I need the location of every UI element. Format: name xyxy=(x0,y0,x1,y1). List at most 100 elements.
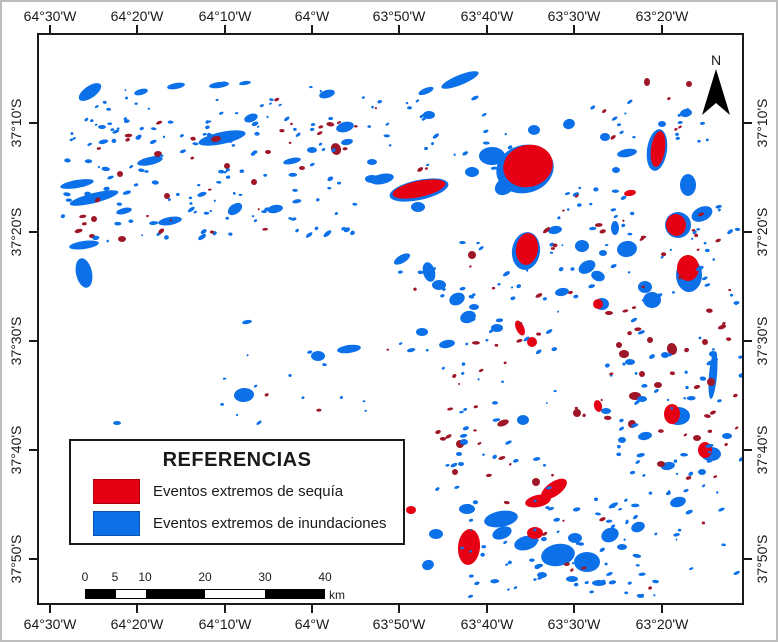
drought-speckle xyxy=(627,331,632,336)
flood-speckle xyxy=(63,192,71,197)
flood-speckle xyxy=(573,294,579,299)
drought-speckle xyxy=(124,133,133,138)
drought-speckle xyxy=(599,229,606,234)
flood-speckle xyxy=(175,192,180,197)
axis-label-top: 63°30'W xyxy=(547,8,601,24)
flood-speckle xyxy=(463,509,467,512)
flood-speckle xyxy=(97,166,101,169)
axis-label-right: 37°10'S xyxy=(754,98,770,148)
flood-speckle xyxy=(533,499,537,503)
scale-bar-segment xyxy=(115,590,146,598)
flood-speckle xyxy=(738,373,742,378)
flood-speckle xyxy=(218,169,225,174)
drought-speckle xyxy=(631,306,637,309)
flood-speckle xyxy=(631,503,640,508)
flood-speckle xyxy=(601,579,606,584)
scale-bar-number: 30 xyxy=(258,570,272,584)
flood-speckle xyxy=(513,586,518,590)
flood-speckle xyxy=(483,129,489,134)
drought-speckle xyxy=(498,456,506,460)
flood-speckle xyxy=(84,191,91,196)
flood-event-polygon xyxy=(98,125,106,129)
flood-speckle xyxy=(256,420,262,425)
flood-speckle xyxy=(490,166,498,170)
drought-speckle xyxy=(452,373,457,378)
flood-speckle xyxy=(407,348,416,353)
flood-speckle xyxy=(553,517,560,522)
flood-speckle xyxy=(627,232,633,236)
drought-event-polygon xyxy=(211,135,221,143)
flood-speckle xyxy=(106,239,109,243)
flood-speckle xyxy=(654,293,663,299)
drought-speckle xyxy=(326,122,335,127)
flood-speckle xyxy=(203,211,210,215)
axis-tick-top xyxy=(49,25,51,33)
flood-event-polygon xyxy=(319,89,335,99)
drought-speckle xyxy=(648,586,652,590)
axis-label-top: 64°20'W xyxy=(110,8,164,24)
flood-speckle xyxy=(440,294,445,298)
flood-speckle xyxy=(254,131,260,136)
drought-speckle xyxy=(691,229,696,232)
flood-speckle xyxy=(383,134,390,138)
axis-label-right: 37°40'S xyxy=(754,425,770,475)
flood-speckle xyxy=(699,121,706,125)
flood-speckle xyxy=(636,593,645,598)
flood-speckle xyxy=(215,98,219,102)
flood-event-polygon xyxy=(492,526,512,540)
drought-event-polygon xyxy=(665,214,687,236)
flood-speckle xyxy=(593,497,598,502)
flood-speckle xyxy=(677,528,682,532)
drought-speckle xyxy=(156,120,163,125)
flood-speckle xyxy=(542,297,547,301)
flood-speckle xyxy=(548,507,555,511)
flood-event-polygon xyxy=(439,339,455,349)
flood-speckle xyxy=(159,154,164,157)
drought-speckle xyxy=(701,521,706,525)
flood-speckle xyxy=(167,198,171,202)
flood-speckle xyxy=(71,182,77,186)
flood-speckle xyxy=(589,202,593,206)
drought-event-polygon xyxy=(647,337,653,343)
flood-event-polygon xyxy=(600,133,610,141)
flood-speckle xyxy=(453,153,456,156)
axis-label-top: 63°40'W xyxy=(460,8,514,24)
flood-speckle xyxy=(116,202,123,206)
drought-event-polygon xyxy=(457,529,481,565)
flood-speckle xyxy=(192,142,199,146)
drought-event-polygon xyxy=(503,144,553,188)
flood-speckle xyxy=(611,189,620,193)
axis-label-top: 63°20'W xyxy=(635,8,689,24)
flood-event-polygon xyxy=(517,415,529,425)
flood-speckle xyxy=(227,138,233,143)
drought-speckle xyxy=(81,222,87,226)
axis-tick-right xyxy=(744,449,752,451)
flood-speckle xyxy=(534,565,541,570)
flood-speckle xyxy=(594,512,601,516)
flood-speckle xyxy=(644,289,648,293)
flood-speckle xyxy=(652,579,659,584)
flood-speckle xyxy=(637,330,645,335)
flood-event-polygon xyxy=(167,82,185,90)
flood-event-polygon xyxy=(566,576,578,582)
flood-speckle xyxy=(619,418,624,423)
axis-label-bottom: 63°40'W xyxy=(460,616,514,632)
flood-speckle xyxy=(295,132,301,137)
axis-label-bottom: 63°20'W xyxy=(635,616,689,632)
flood-speckle xyxy=(343,227,351,233)
drought-speckle xyxy=(264,393,269,397)
drought-speckle xyxy=(669,371,675,376)
flood-speckle xyxy=(101,166,110,172)
flood-speckle xyxy=(328,117,334,121)
drought-speckle xyxy=(599,517,606,522)
drought-speckle xyxy=(581,566,587,570)
axis-label-left: 37°30'S xyxy=(8,316,24,366)
drought-speckle xyxy=(316,408,322,412)
drought-event-polygon xyxy=(573,409,581,417)
flood-event-polygon xyxy=(429,529,443,539)
flood-speckle xyxy=(266,115,269,119)
drought-event-polygon xyxy=(702,339,708,345)
flood-speckle xyxy=(627,271,631,274)
flood-event-polygon xyxy=(367,159,377,165)
axis-tick-left xyxy=(29,558,37,560)
